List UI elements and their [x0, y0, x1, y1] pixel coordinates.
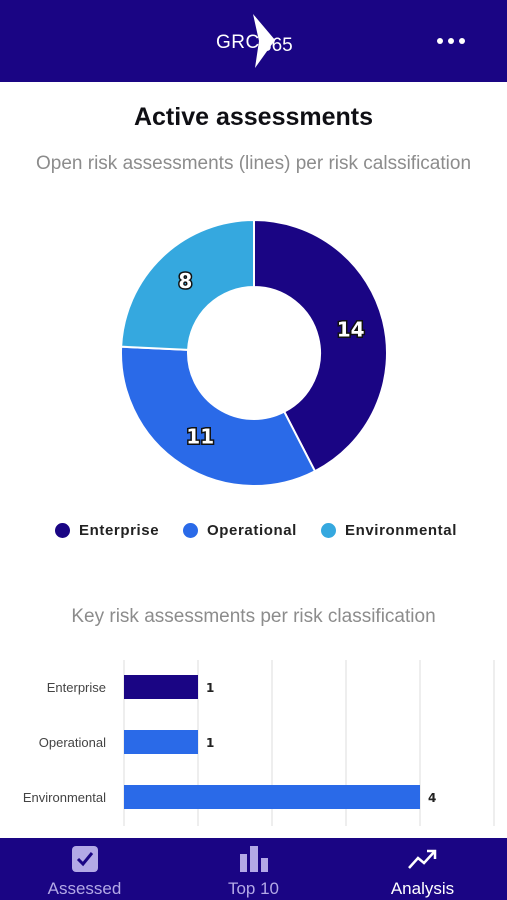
bar-enterprise[interactable] [124, 675, 198, 699]
legend-dot-enterprise [55, 522, 70, 538]
donut-chart-subtitle: Open risk assessments (lines) per risk c… [35, 153, 472, 174]
tab-label-top-10: Top 10 [227, 879, 280, 898]
legend-dot-operational [183, 522, 198, 538]
donut-slice-enterprise[interactable] [253, 218, 388, 473]
donut-slice-environmental[interactable] [120, 218, 255, 351]
tab-assessed[interactable]: Assessed [0, 838, 169, 900]
bar-operational[interactable] [124, 730, 198, 754]
bar-environmental[interactable] [124, 785, 420, 809]
bar-chart-icon [240, 846, 268, 872]
more-horizontal-icon [437, 38, 443, 44]
legend-dot-environmental [321, 522, 336, 538]
donut-chart: 14 11 8 [120, 218, 388, 487]
bar-category-label: Environmental [23, 790, 106, 805]
bar-category-label: Enterprise [47, 680, 106, 695]
trending-up-icon [408, 849, 437, 869]
bar-data-label: 4 [428, 791, 436, 805]
legend-item-operational[interactable]: Operational [183, 519, 297, 541]
bottom-tab-bar: Assessed Top 10 Analysis [0, 838, 507, 900]
page-title: Active assessments [133, 103, 374, 131]
legend-item-enterprise[interactable]: Enterprise [55, 519, 159, 541]
donut-legend: Enterprise Operational Environmental [0, 519, 507, 541]
bar-chart-subtitle: Key risk assessments per risk classifica… [71, 606, 436, 627]
legend-label: Operational [207, 521, 297, 539]
donut-data-label: 14 [337, 318, 365, 342]
tab-label-assessed: Assessed [47, 879, 122, 898]
donut-data-label: 11 [186, 425, 214, 449]
legend-label: Enterprise [79, 521, 160, 539]
donut-data-label: 8 [178, 269, 192, 293]
legend-label: Environmental [345, 521, 457, 539]
tab-analysis[interactable]: Analysis [338, 838, 507, 900]
more-menu-button[interactable] [434, 28, 474, 54]
grc365-logo: GRC 365 [214, 14, 298, 68]
tab-top-10[interactable]: Top 10 [169, 838, 338, 900]
bar-chart: Enterprise 1 Operational 1 Environmental 4 [23, 660, 495, 826]
bar-data-label: 1 [206, 681, 214, 695]
app-header: GRC 365 [0, 0, 507, 82]
more-dot [448, 38, 454, 44]
bar-category-label: Operational [39, 735, 106, 750]
logo-text-grc: GRC [216, 32, 260, 53]
more-dot [459, 38, 465, 44]
legend-item-environmental[interactable]: Environmental [321, 519, 457, 541]
donut-slice-operational[interactable] [120, 345, 317, 487]
logo-text-365: 365 [261, 35, 293, 56]
checkbox-icon [72, 846, 98, 872]
logo-flag-icon [253, 14, 275, 68]
tab-label-analysis: Analysis [390, 879, 455, 898]
bar-data-label: 1 [206, 736, 214, 750]
